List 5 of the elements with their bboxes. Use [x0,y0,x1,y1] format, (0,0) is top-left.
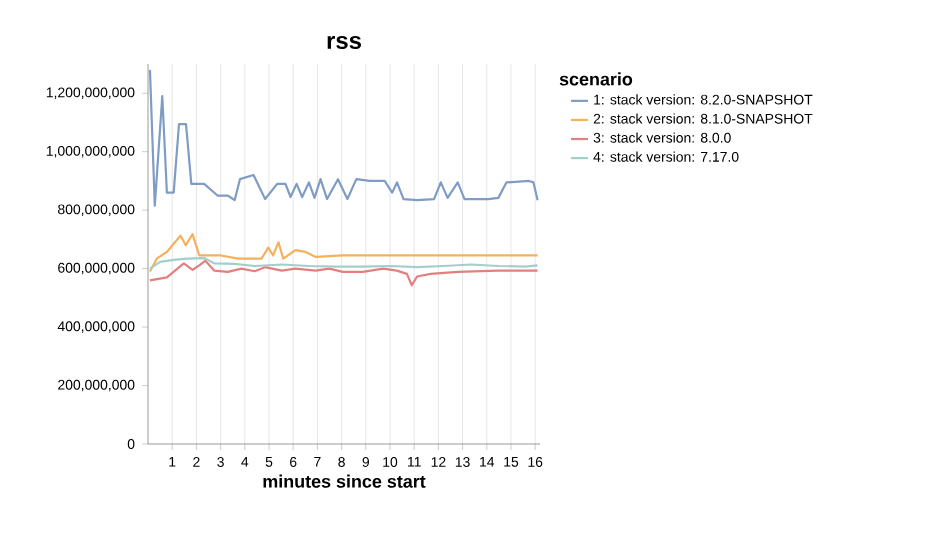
line-series [148,68,539,207]
chart-title: rss [327,35,361,49]
line-series [148,259,539,287]
legend-title: scenario [559,72,633,86]
x-axis-title: minutes since start [263,474,426,488]
